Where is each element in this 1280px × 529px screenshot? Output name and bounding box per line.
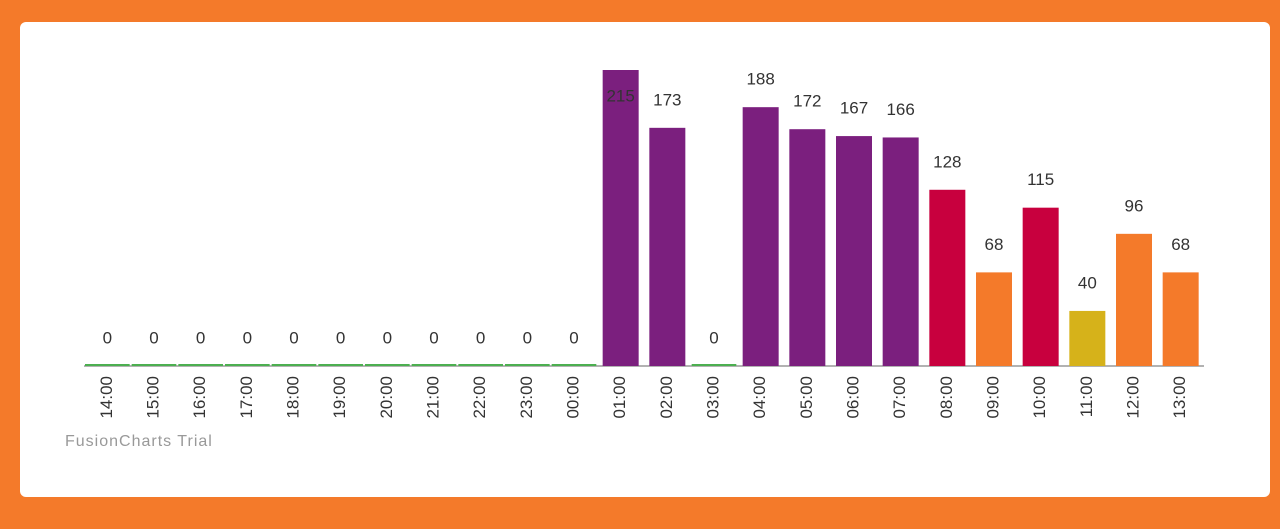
x-tick-label: 22:00 bbox=[470, 376, 489, 419]
bar bbox=[882, 137, 919, 366]
x-tick-label: 07:00 bbox=[890, 376, 909, 419]
bar bbox=[742, 107, 779, 367]
x-tick-label: 03:00 bbox=[703, 376, 722, 419]
value-label: 0 bbox=[709, 328, 718, 347]
value-label: 68 bbox=[985, 235, 1004, 254]
value-label: 0 bbox=[103, 328, 112, 347]
value-label: 166 bbox=[886, 100, 914, 119]
bar bbox=[789, 129, 826, 366]
bar bbox=[1022, 207, 1059, 366]
x-tick-label: 19:00 bbox=[330, 376, 349, 419]
x-tick-label: 18:00 bbox=[283, 376, 302, 419]
value-label: 173 bbox=[653, 90, 681, 109]
x-tick-label: 06:00 bbox=[843, 376, 862, 419]
bar bbox=[1069, 310, 1106, 366]
value-label: 172 bbox=[793, 92, 821, 111]
x-tick-label: 04:00 bbox=[750, 376, 769, 419]
bar bbox=[649, 127, 686, 366]
x-tick-label: 13:00 bbox=[1170, 376, 1189, 419]
value-label: 68 bbox=[1171, 235, 1190, 254]
value-label: 0 bbox=[196, 328, 205, 347]
x-tick-label: 20:00 bbox=[377, 376, 396, 419]
bar bbox=[976, 272, 1012, 366]
x-tick-label: 00:00 bbox=[563, 376, 582, 419]
value-label: 0 bbox=[569, 328, 578, 347]
value-label: 40 bbox=[1078, 273, 1097, 292]
x-tick-label: 17:00 bbox=[237, 376, 256, 419]
x-tick-label: 02:00 bbox=[657, 376, 676, 419]
x-tick-label: 15:00 bbox=[143, 376, 162, 419]
bar bbox=[1162, 272, 1199, 366]
x-tick-label: 14:00 bbox=[97, 376, 116, 419]
x-tick-label: 01:00 bbox=[610, 376, 629, 419]
value-label: 115 bbox=[1027, 170, 1054, 189]
value-label: 128 bbox=[933, 152, 961, 171]
bar bbox=[1116, 233, 1152, 366]
x-tick-label: 21:00 bbox=[423, 376, 442, 419]
x-tick-label: 05:00 bbox=[797, 376, 816, 419]
bar bbox=[836, 136, 872, 366]
x-tick-label: 16:00 bbox=[190, 376, 209, 419]
card bbox=[20, 22, 1270, 497]
value-label: 188 bbox=[746, 70, 774, 89]
value-label: 167 bbox=[840, 99, 868, 118]
value-label: 0 bbox=[476, 328, 485, 347]
value-label: 0 bbox=[149, 328, 158, 347]
x-tick-label: 11:00 bbox=[1077, 376, 1096, 417]
x-tick-label: 08:00 bbox=[937, 376, 956, 419]
bar bbox=[929, 189, 966, 366]
bar bbox=[602, 70, 639, 366]
x-tick-label: 23:00 bbox=[517, 376, 536, 419]
x-tick-label: 10:00 bbox=[1030, 376, 1049, 419]
watermark: FusionCharts Trial bbox=[65, 433, 213, 450]
x-tick-label: 09:00 bbox=[983, 376, 1002, 419]
value-label: 0 bbox=[336, 328, 345, 347]
value-label: 215 bbox=[606, 86, 634, 105]
value-label: 0 bbox=[243, 328, 252, 347]
value-label: 0 bbox=[289, 328, 298, 347]
x-tick-label: 12:00 bbox=[1123, 376, 1142, 419]
value-label: 0 bbox=[429, 328, 438, 347]
value-label: 0 bbox=[523, 328, 532, 347]
value-label: 96 bbox=[1125, 196, 1144, 215]
value-label: 0 bbox=[383, 328, 392, 347]
